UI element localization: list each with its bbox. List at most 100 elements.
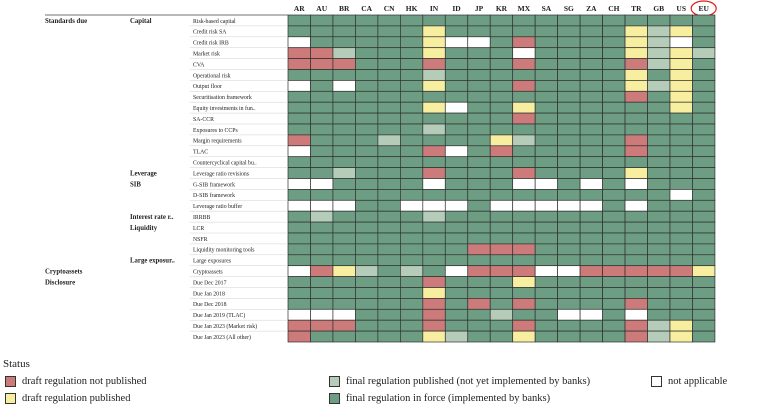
heatmap-cell bbox=[310, 156, 334, 168]
heatmap-cell bbox=[624, 47, 648, 59]
heatmap-cell bbox=[579, 167, 603, 179]
heatmap-cell bbox=[377, 210, 401, 223]
heatmap-cell bbox=[624, 221, 648, 234]
heatmap-cell bbox=[489, 319, 514, 332]
heatmap-cell bbox=[467, 112, 491, 125]
heatmap-cell bbox=[489, 123, 514, 136]
heatmap-cell bbox=[444, 101, 469, 114]
heatmap-cell bbox=[692, 265, 716, 277]
heatmap-cell bbox=[332, 232, 356, 245]
heatmap-cell bbox=[512, 243, 536, 256]
heatmap-cell bbox=[624, 287, 648, 299]
heatmap-cell bbox=[489, 330, 514, 343]
heatmap-cell bbox=[332, 189, 356, 201]
heatmap-cell bbox=[332, 287, 356, 299]
row-subgroup-label: Leverage bbox=[130, 170, 157, 177]
heatmap-cell bbox=[602, 80, 626, 92]
heatmap-cell bbox=[444, 47, 469, 59]
row-label: Securitisation framework bbox=[193, 94, 252, 101]
heatmap-cell bbox=[624, 80, 648, 92]
row-label: Leverage ratio revisions bbox=[193, 171, 250, 177]
heatmap-cell bbox=[534, 243, 558, 256]
heatmap-cell bbox=[310, 178, 334, 190]
heatmap-cell bbox=[287, 14, 311, 27]
heatmap-cell bbox=[287, 25, 311, 38]
heatmap-cell bbox=[287, 232, 311, 245]
heatmap-cell bbox=[332, 298, 356, 310]
heatmap-cell bbox=[624, 330, 648, 343]
heatmap-cell bbox=[557, 25, 581, 38]
heatmap-cell bbox=[310, 189, 334, 201]
legend-label: final regulation in force (implemented b… bbox=[346, 392, 551, 404]
heatmap-cell bbox=[355, 58, 379, 70]
heatmap-cell bbox=[310, 112, 334, 125]
heatmap-cell bbox=[692, 298, 716, 310]
heatmap-cell bbox=[377, 308, 401, 321]
heatmap-cell bbox=[669, 199, 693, 212]
heatmap-cell bbox=[579, 80, 603, 92]
heatmap-cell bbox=[647, 243, 671, 256]
heatmap-cell bbox=[377, 112, 401, 125]
heatmap-cell bbox=[624, 319, 648, 332]
heatmap-cell bbox=[579, 134, 603, 147]
heatmap-cell bbox=[444, 243, 469, 256]
heatmap-cell bbox=[669, 243, 693, 256]
heatmap-cell bbox=[692, 134, 716, 147]
heatmap-cell bbox=[534, 210, 558, 223]
heatmap-cell bbox=[602, 298, 626, 310]
heatmap-cell bbox=[310, 287, 334, 299]
heatmap-cell bbox=[512, 112, 536, 125]
heatmap-cell bbox=[332, 145, 356, 158]
heatmap-cell bbox=[489, 287, 514, 299]
heatmap-cell bbox=[444, 189, 469, 201]
legend-swatch-red bbox=[5, 375, 16, 387]
heatmap-cell bbox=[624, 69, 648, 81]
heatmap-cell bbox=[669, 47, 693, 59]
heatmap-cell bbox=[669, 90, 693, 103]
heatmap-cell bbox=[287, 145, 311, 158]
heatmap-cell bbox=[400, 254, 424, 267]
heatmap-cell bbox=[377, 287, 401, 299]
heatmap-cell bbox=[512, 36, 536, 49]
heatmap-cell bbox=[579, 145, 603, 158]
heatmap-cell bbox=[310, 254, 334, 267]
heatmap-cell bbox=[647, 156, 671, 168]
heatmap-cell bbox=[534, 80, 558, 92]
heatmap-cell bbox=[355, 254, 379, 267]
heatmap-cell bbox=[422, 90, 446, 103]
heatmap-cell bbox=[355, 232, 379, 245]
heatmap-cell bbox=[467, 298, 491, 310]
heatmap-cell bbox=[444, 199, 469, 212]
heatmap-cell bbox=[377, 145, 401, 158]
heatmap-cell bbox=[579, 287, 603, 299]
heatmap-cell bbox=[692, 90, 716, 103]
heatmap-cell bbox=[287, 254, 311, 267]
heatmap-cell bbox=[422, 101, 446, 114]
heatmap-cell bbox=[444, 232, 469, 245]
heatmap-cell bbox=[444, 319, 469, 332]
heatmap-cell bbox=[444, 265, 469, 277]
heatmap-cell bbox=[602, 210, 626, 223]
heatmap-cell bbox=[512, 210, 536, 223]
heatmap-cell bbox=[287, 308, 311, 321]
heatmap-cell bbox=[669, 167, 693, 179]
heatmap-cell bbox=[669, 210, 693, 223]
heatmap-cell bbox=[467, 308, 491, 321]
heatmap-cell bbox=[422, 265, 446, 277]
heatmap-cell bbox=[467, 189, 491, 201]
heatmap-cell bbox=[377, 156, 401, 168]
heatmap-cell bbox=[489, 145, 514, 158]
heatmap-cell bbox=[310, 36, 334, 49]
heatmap-cell bbox=[557, 134, 581, 147]
heatmap-cell bbox=[647, 167, 671, 179]
heatmap-cell bbox=[489, 90, 514, 103]
heatmap-cell bbox=[557, 167, 581, 179]
heatmap-cell bbox=[557, 47, 581, 59]
heatmap-cell bbox=[579, 276, 603, 288]
heatmap-cell bbox=[422, 287, 446, 299]
heatmap-cell bbox=[377, 58, 401, 70]
heatmap-cell bbox=[647, 145, 671, 158]
heatmap-cell bbox=[692, 80, 716, 92]
heatmap-cell bbox=[355, 145, 379, 158]
status-heatmap: AR AU BR CA CN HK IN ID JP KR MX SA SG ZA CH TR GB US EU St… bbox=[45, 0, 717, 343]
